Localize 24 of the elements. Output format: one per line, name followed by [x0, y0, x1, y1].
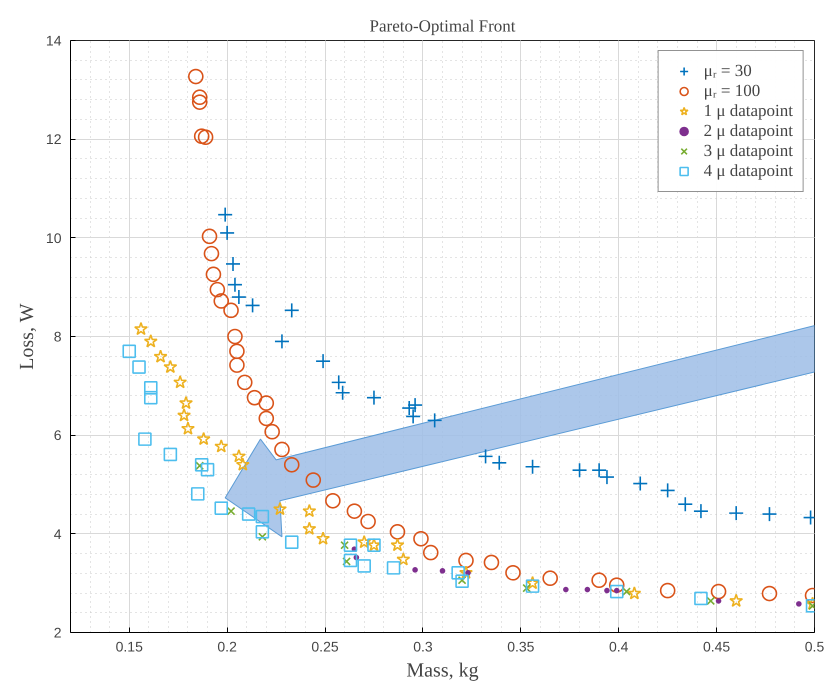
legend-label: 1 μ datapoint: [704, 101, 793, 121]
x-tick-label: 0.15: [116, 638, 144, 654]
x-tick-label: 0.45: [702, 638, 730, 654]
legend-label: μᵣ = 30: [704, 61, 752, 81]
y-tick-label: 8: [54, 328, 62, 344]
chart-title: Pareto-Optimal Front: [370, 16, 516, 36]
y-tick-label: 12: [46, 131, 62, 148]
y-tick-label: 2: [54, 624, 62, 640]
legend-label: 2 μ datapoint: [704, 121, 793, 141]
legend-label: 3 μ datapoint: [704, 141, 793, 161]
y-tick-label: 10: [46, 230, 62, 246]
x-tick-label: 0.5: [804, 638, 824, 654]
y-axis-title: Loss, W: [16, 303, 38, 370]
x-tick-label: 0.4: [608, 638, 629, 654]
x-tick-label: 0.25: [311, 638, 339, 654]
legend-label: 4 μ datapoint: [704, 161, 793, 181]
x-tick-label: 0.3: [413, 638, 433, 654]
x-axis-title: Mass, kg: [406, 660, 479, 682]
x-tick-label: 0.2: [217, 638, 238, 654]
y-tick-label: 4: [54, 526, 62, 542]
x-tick-label: 0.35: [507, 638, 535, 654]
y-tick-label: 14: [46, 32, 62, 48]
legend-label: μᵣ = 100: [704, 81, 760, 101]
y-tick-label: 6: [54, 427, 62, 444]
